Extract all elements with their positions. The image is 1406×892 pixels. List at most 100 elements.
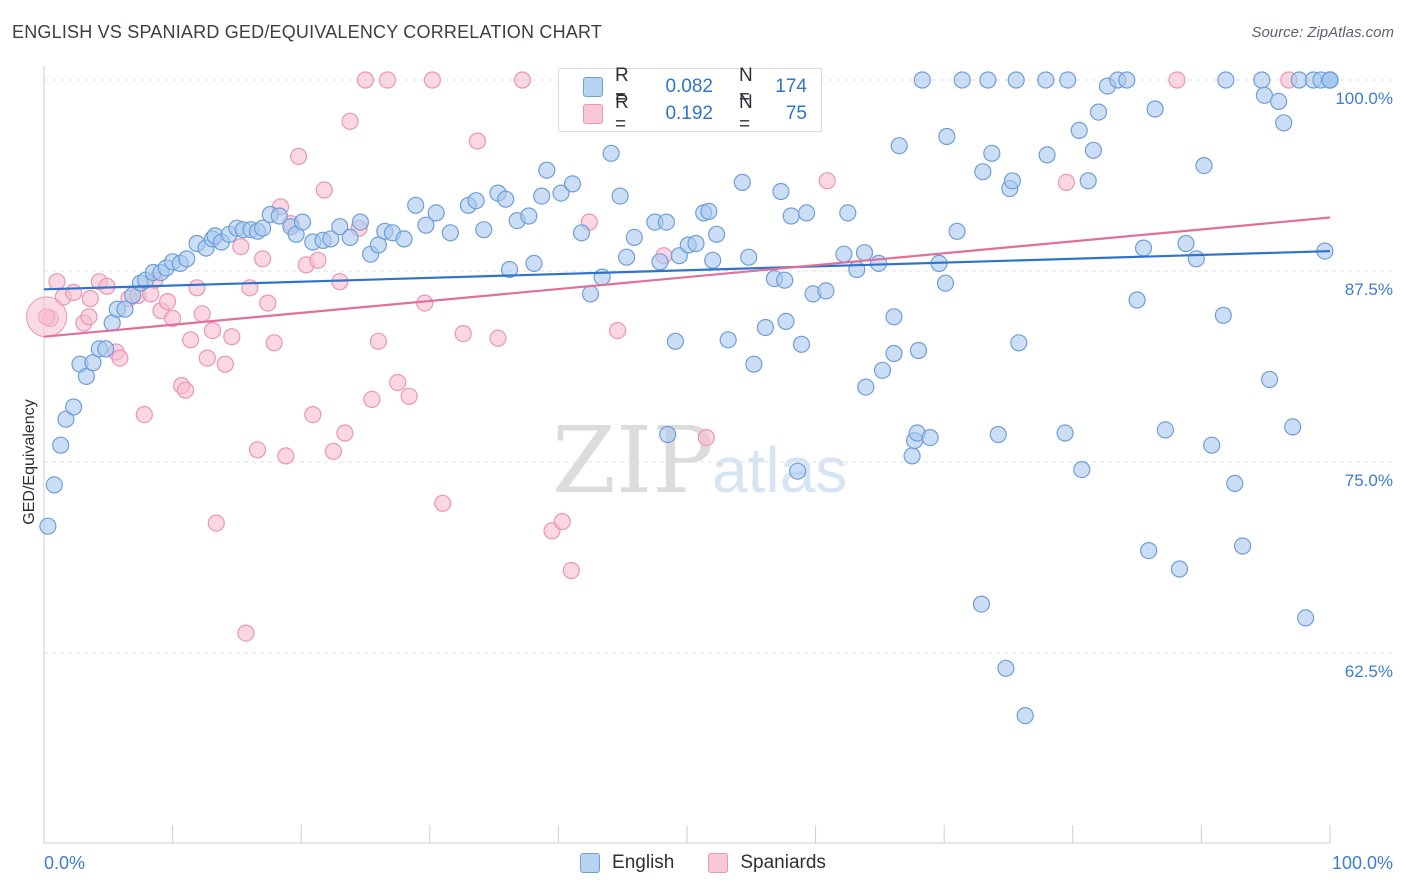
english-point <box>467 192 485 210</box>
spaniards-point <box>304 406 322 424</box>
english-point <box>719 331 737 349</box>
english-point <box>890 137 908 155</box>
english-point <box>1217 71 1235 89</box>
english-point <box>1203 436 1221 454</box>
spaniards-point <box>378 71 396 89</box>
english-point <box>617 248 636 266</box>
y-tick-label: 100.0% <box>1335 89 1393 108</box>
y-tick-label: 75.0% <box>1345 471 1393 490</box>
spaniards-point <box>336 424 354 442</box>
english-point <box>351 213 369 231</box>
english-point <box>1073 461 1091 479</box>
english-point <box>1156 421 1175 439</box>
spaniards-swatch <box>583 104 603 124</box>
english-point <box>395 230 413 248</box>
correlation-legend: R = 0.082 N = 174 R = 0.192 N = 75 <box>558 65 822 135</box>
spaniards-point <box>176 381 195 399</box>
english-point <box>1134 239 1153 257</box>
english-point <box>1214 306 1232 324</box>
spaniards-points <box>26 71 1298 642</box>
english-point <box>1284 418 1302 436</box>
english-point <box>611 187 629 205</box>
english-point <box>178 250 196 268</box>
english-point <box>1253 71 1271 89</box>
english-point <box>948 222 966 240</box>
x-tick-label-min: 0.0% <box>44 853 85 873</box>
spaniards-point <box>232 238 250 256</box>
english-point <box>903 447 921 465</box>
legend-item-english[interactable]: English <box>580 852 674 874</box>
spaniards-point <box>182 331 200 349</box>
english-point <box>687 234 705 253</box>
english-point <box>254 219 272 237</box>
series-legend: English Spaniards <box>0 852 1406 874</box>
english-point <box>936 274 955 292</box>
english-point <box>782 207 800 225</box>
english-point <box>772 182 790 201</box>
english-point <box>659 425 677 444</box>
english-point <box>921 429 939 447</box>
english-point <box>1321 71 1339 89</box>
english-point <box>777 312 795 330</box>
english-point <box>475 221 493 239</box>
watermark-atlas: atlas <box>712 434 847 506</box>
tick-labels: 62.5% 75.0% 87.5% 100.0% 0.0% 100.0% <box>44 89 1393 873</box>
english-point <box>57 410 75 428</box>
english-point <box>45 476 63 494</box>
english-point <box>756 318 775 337</box>
english-point <box>1195 157 1213 175</box>
grid-lines <box>44 79 1394 654</box>
spaniards-point <box>315 181 333 199</box>
english-point <box>1010 334 1028 352</box>
english-point <box>997 659 1015 677</box>
spaniards-point <box>553 512 571 531</box>
english-point <box>983 144 1001 162</box>
spaniards-point <box>158 293 177 311</box>
english-point <box>1177 234 1195 253</box>
english-point <box>270 207 288 225</box>
english-point <box>700 202 718 220</box>
english-point <box>740 248 758 266</box>
english-point <box>441 224 459 242</box>
spaniards-point <box>277 447 295 465</box>
spaniards-point <box>198 349 216 367</box>
y-tick-label: 87.5% <box>1345 280 1393 299</box>
spaniards-point <box>290 147 308 165</box>
english-point <box>1037 71 1055 89</box>
english-point <box>64 398 83 416</box>
english-point <box>1233 537 1252 555</box>
spaniards-point <box>562 561 580 580</box>
spaniards-point <box>237 624 255 642</box>
english-point <box>552 184 570 202</box>
english-point <box>322 230 340 248</box>
spaniards-point <box>309 251 327 269</box>
english-point <box>77 367 96 385</box>
spaniards-point <box>1057 173 1076 191</box>
english-point <box>500 260 519 279</box>
spaniards-point <box>608 322 627 340</box>
legend-row-english: R = 0.082 N = 174 <box>559 65 807 108</box>
english-point <box>953 71 971 89</box>
english-point <box>913 71 931 89</box>
spaniards-point <box>356 71 375 89</box>
watermark-zip: ZIP <box>552 407 714 514</box>
english-point <box>525 254 543 272</box>
legend-n-label: N = <box>739 65 753 108</box>
spaniards-point <box>223 328 241 346</box>
spaniards-point <box>80 308 98 326</box>
english-point <box>1003 172 1022 190</box>
english-point <box>341 228 359 246</box>
spaniards-point <box>1168 71 1186 89</box>
legend-item-spaniards[interactable]: Spaniards <box>708 852 826 874</box>
english-point <box>1269 92 1288 111</box>
spaniards-point <box>164 309 182 327</box>
english-point <box>1187 250 1205 268</box>
english-point <box>427 204 445 222</box>
legend-label-spaniards: Spaniards <box>740 852 826 873</box>
english-point <box>972 595 991 613</box>
spaniards-point <box>188 279 206 297</box>
english-point <box>733 173 751 191</box>
english-point <box>97 340 115 358</box>
